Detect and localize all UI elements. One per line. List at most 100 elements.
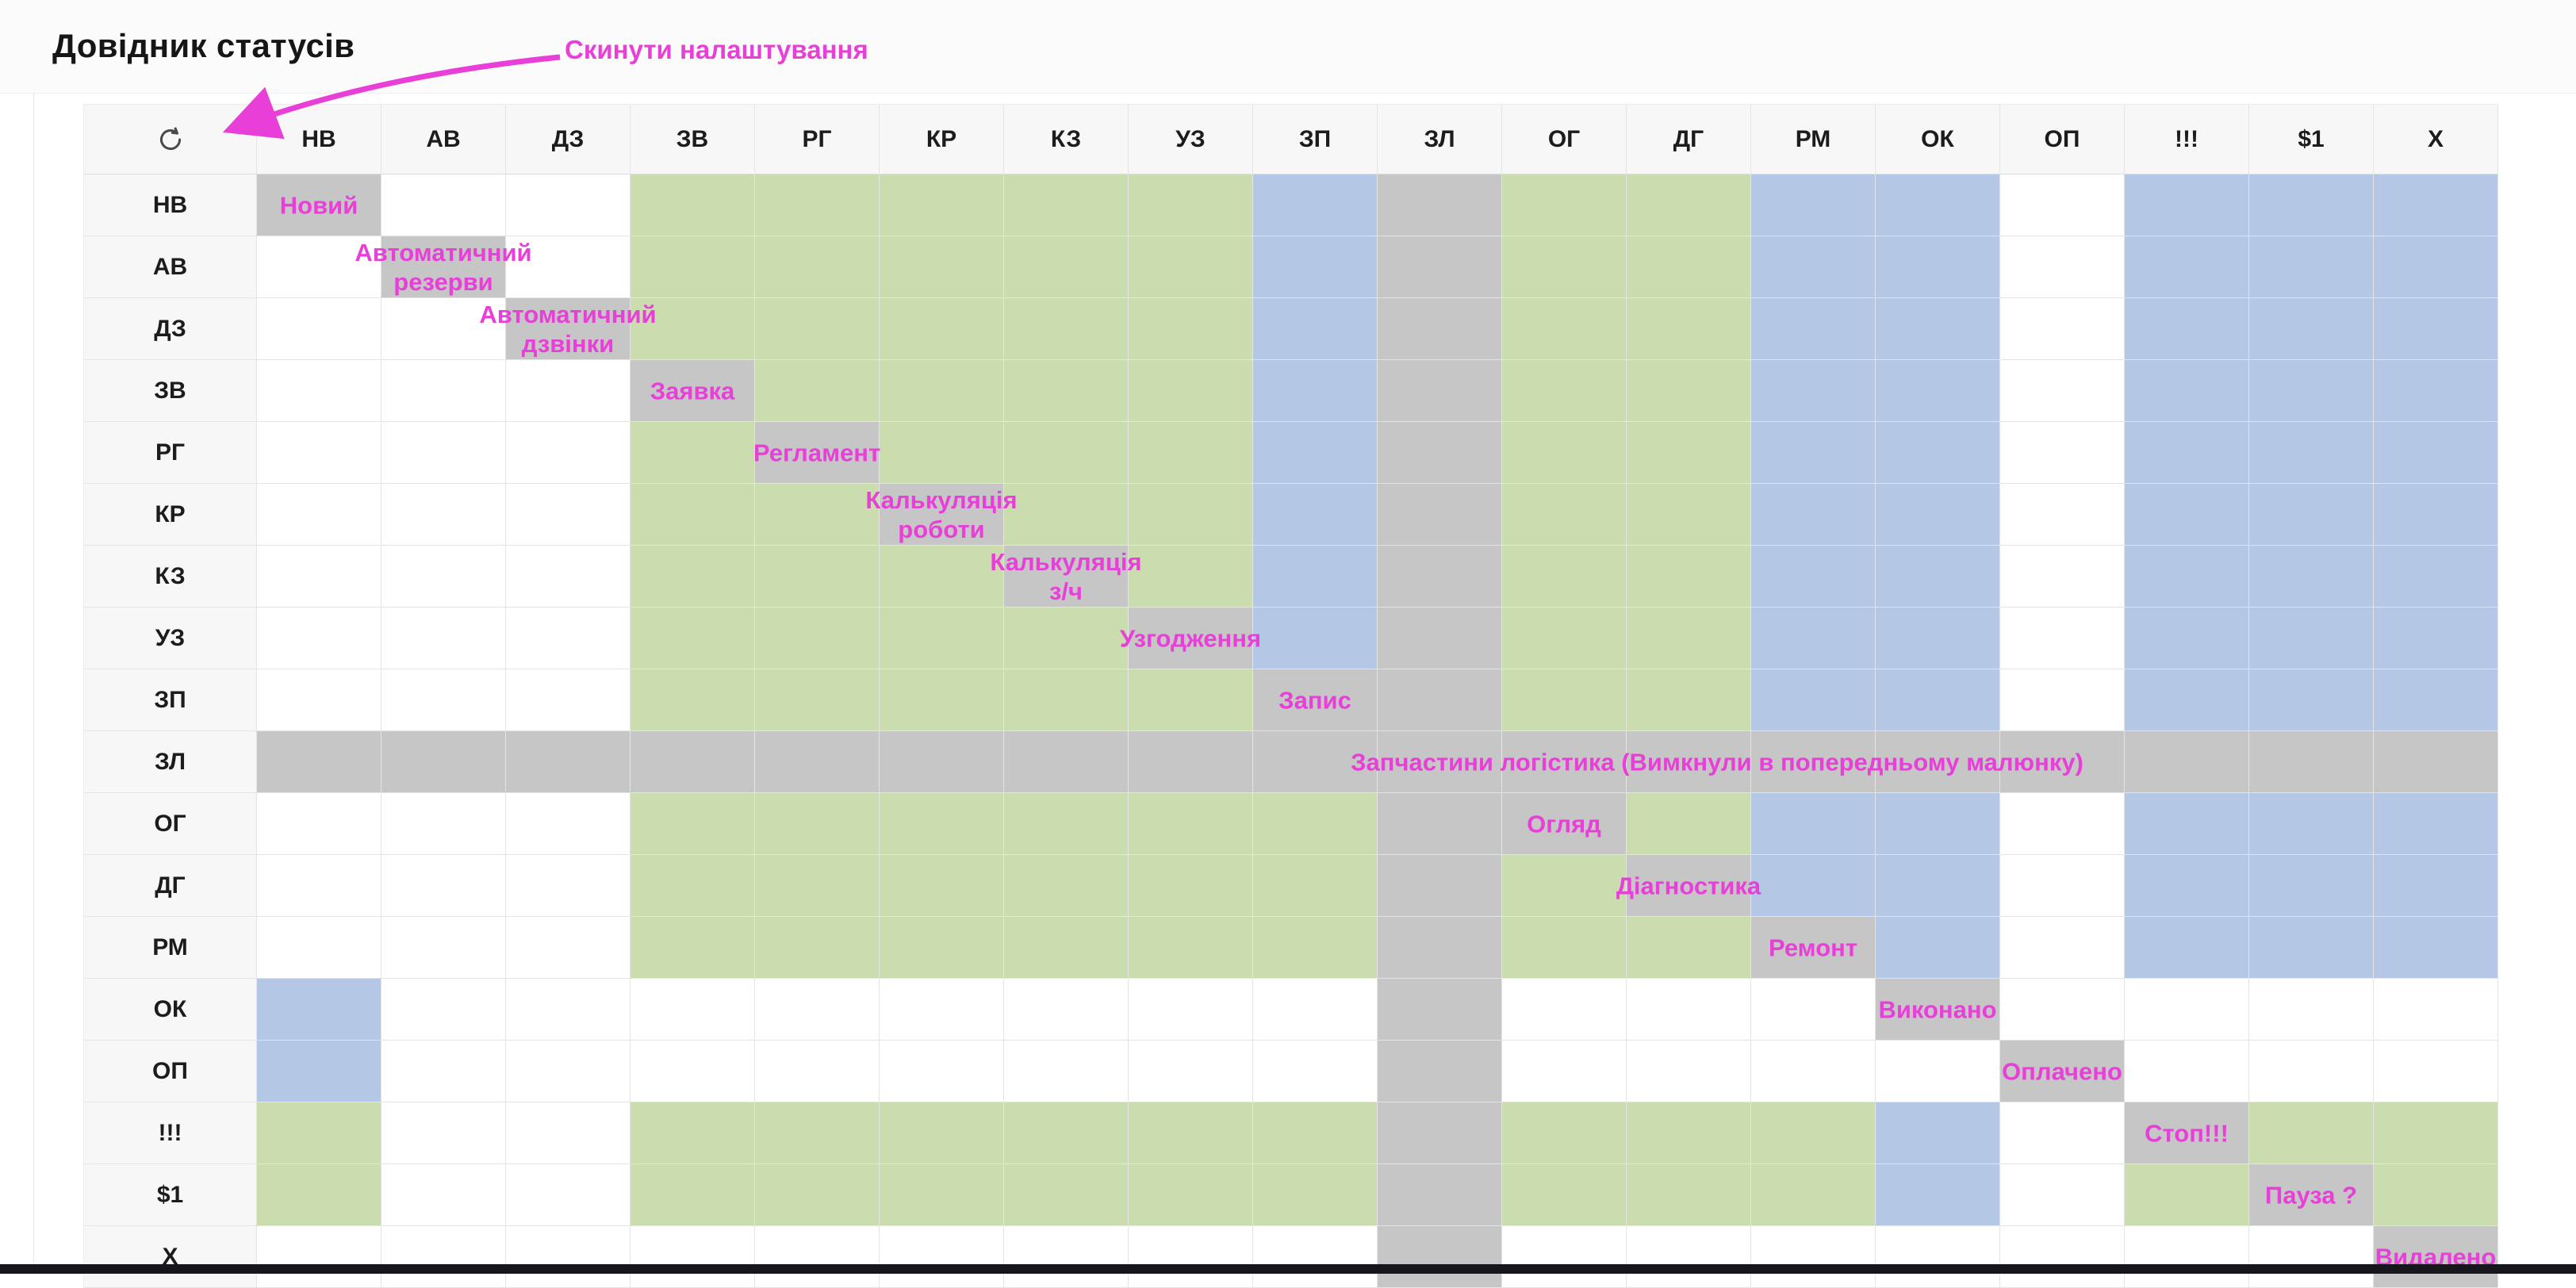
cell-АВ-УЗ[interactable] [1129,236,1253,298]
cell-ОК-РГ[interactable] [755,979,880,1041]
cell-ОП-КР[interactable] [880,1041,1004,1102]
cell-Х-УЗ[interactable] [1129,1226,1253,1288]
cell-НВ-ЗВ[interactable] [631,174,755,236]
cell-НВ-ДЗ[interactable] [506,174,631,236]
cell-$1-РГ[interactable] [755,1164,880,1226]
cell-ДГ-КЗ[interactable] [1004,855,1129,917]
cell-НВ-ЗЛ[interactable] [1378,174,1502,236]
cell-Х-ЗЛ[interactable] [1378,1226,1502,1288]
cell-ОП-ОП[interactable]: Оплачено [2000,1041,2125,1102]
cell-РМ-Х[interactable] [2374,917,2498,979]
cell-ЗП-ЗП[interactable]: Запис [1253,669,1378,731]
cell-КЗ-ДЗ[interactable] [506,546,631,608]
cell-ЗЛ-$1[interactable] [2249,731,2374,793]
cell-АВ-$1[interactable] [2249,236,2374,298]
cell-$1-ОП[interactable] [2000,1164,2125,1226]
cell-ОК-ЗВ[interactable] [631,979,755,1041]
cell-РГ-УЗ[interactable] [1129,422,1253,484]
cell-УЗ-НВ[interactable] [257,608,381,669]
cell-ЗП-КЗ[interactable] [1004,669,1129,731]
cell-ЗВ-Х[interactable] [2374,360,2498,422]
cell-ЗВ-КР[interactable] [880,360,1004,422]
cell-РМ-РГ[interactable] [755,917,880,979]
cell-$1-НВ[interactable] [257,1164,381,1226]
cell-ДГ-НВ[interactable] [257,855,381,917]
cell-КЗ-ОК[interactable] [1876,546,2000,608]
cell-!!!-ОК[interactable] [1876,1102,2000,1164]
cell-КЗ-УЗ[interactable] [1129,546,1253,608]
cell-ДЗ-КЗ[interactable] [1004,298,1129,360]
cell-ОК-ЗЛ[interactable] [1378,979,1502,1041]
cell-РГ-ДГ[interactable] [1627,422,1751,484]
cell-ЗЛ-АВ[interactable] [381,731,506,793]
cell-ДЗ-УЗ[interactable] [1129,298,1253,360]
cell-КР-ДГ[interactable] [1627,484,1751,546]
cell-КЗ-ОГ[interactable] [1502,546,1627,608]
cell-НВ-Х[interactable] [2374,174,2498,236]
cell-ЗП-УЗ[interactable] [1129,669,1253,731]
cell-АВ-ДГ[interactable] [1627,236,1751,298]
cell-$1-ДЗ[interactable] [506,1164,631,1226]
cell-РМ-ДГ[interactable] [1627,917,1751,979]
cell-ДЗ-КР[interactable] [880,298,1004,360]
cell-ЗП-АВ[interactable] [381,669,506,731]
cell-ОП-!!![interactable] [2125,1041,2249,1102]
cell-Х-ОП[interactable] [2000,1226,2125,1288]
cell-АВ-РМ[interactable] [1751,236,1876,298]
cell-КЗ-$1[interactable] [2249,546,2374,608]
cell-Х-ДГ[interactable] [1627,1226,1751,1288]
cell-ДГ-Х[interactable] [2374,855,2498,917]
cell-УЗ-РМ[interactable] [1751,608,1876,669]
cell-РГ-Х[interactable] [2374,422,2498,484]
cell-$1-ОГ[interactable] [1502,1164,1627,1226]
cell-ДГ-ЗЛ[interactable] [1378,855,1502,917]
cell-ОК-НВ[interactable] [257,979,381,1041]
cell-КЗ-ДГ[interactable] [1627,546,1751,608]
cell-!!!-Х[interactable] [2374,1102,2498,1164]
cell-!!!-КР[interactable] [880,1102,1004,1164]
cell-РГ-!!![interactable] [2125,422,2249,484]
cell-$1-ОК[interactable] [1876,1164,2000,1226]
cell-Х-ДЗ[interactable] [506,1226,631,1288]
cell-ЗВ-УЗ[interactable] [1129,360,1253,422]
cell-ОГ-ДГ[interactable] [1627,793,1751,855]
cell-РГ-ЗВ[interactable] [631,422,755,484]
cell-УЗ-АВ[interactable] [381,608,506,669]
cell-КР-УЗ[interactable] [1129,484,1253,546]
cell-КЗ-РГ[interactable] [755,546,880,608]
cell-ДЗ-!!![interactable] [2125,298,2249,360]
cell-РМ-РМ[interactable]: Ремонт [1751,917,1876,979]
cell-ОК-КЗ[interactable] [1004,979,1129,1041]
cell-$1-Х[interactable] [2374,1164,2498,1226]
cell-ЗП-КР[interactable] [880,669,1004,731]
cell-РМ-!!![interactable] [2125,917,2249,979]
cell-АВ-КЗ[interactable] [1004,236,1129,298]
cell-Х-ОГ[interactable] [1502,1226,1627,1288]
cell-КР-ЗВ[interactable] [631,484,755,546]
cell-РМ-КР[interactable] [880,917,1004,979]
cell-ЗП-Х[interactable] [2374,669,2498,731]
cell-ОГ-!!![interactable] [2125,793,2249,855]
cell-ОП-ЗП[interactable] [1253,1041,1378,1102]
cell-ЗП-ОП[interactable] [2000,669,2125,731]
cell-Х-НВ[interactable] [257,1226,381,1288]
cell-АВ-ЗЛ[interactable] [1378,236,1502,298]
cell-ДГ-УЗ[interactable] [1129,855,1253,917]
cell-НВ-РГ[interactable] [755,174,880,236]
cell-Х-$1[interactable] [2249,1226,2374,1288]
cell-ЗВ-ДГ[interactable] [1627,360,1751,422]
cell-ЗП-ОГ[interactable] [1502,669,1627,731]
cell-ЗП-РГ[interactable] [755,669,880,731]
cell-!!!-УЗ[interactable] [1129,1102,1253,1164]
cell-Х-КР[interactable] [880,1226,1004,1288]
cell-!!!-ДГ[interactable] [1627,1102,1751,1164]
cell-ЗЛ-Х[interactable] [2374,731,2498,793]
cell-Х-АВ[interactable] [381,1226,506,1288]
cell-РМ-УЗ[interactable] [1129,917,1253,979]
cell-КР-АВ[interactable] [381,484,506,546]
cell-ДГ-РГ[interactable] [755,855,880,917]
cell-ДЗ-РГ[interactable] [755,298,880,360]
cell-ОП-Х[interactable] [2374,1041,2498,1102]
cell-КР-ОП[interactable] [2000,484,2125,546]
